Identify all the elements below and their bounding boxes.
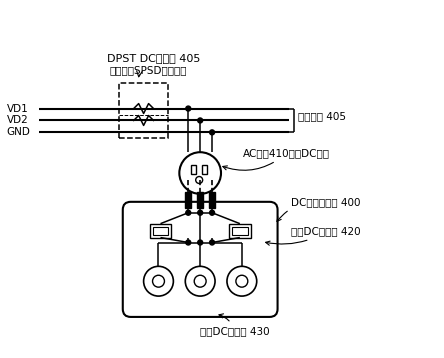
Bar bbox=[150, 224, 171, 238]
Circle shape bbox=[210, 130, 214, 135]
Bar bbox=[209, 192, 215, 208]
Text: 第一DC连接器 420: 第一DC连接器 420 bbox=[266, 227, 361, 245]
Bar bbox=[185, 192, 191, 208]
Text: VD2: VD2 bbox=[7, 116, 28, 125]
Bar bbox=[202, 165, 206, 174]
Text: VD1: VD1 bbox=[7, 103, 28, 113]
Circle shape bbox=[198, 240, 202, 245]
Circle shape bbox=[186, 106, 191, 111]
Bar bbox=[119, 83, 168, 138]
Text: GND: GND bbox=[7, 127, 31, 137]
Circle shape bbox=[210, 210, 214, 215]
Circle shape bbox=[198, 118, 202, 123]
Bar bbox=[229, 224, 251, 238]
Circle shape bbox=[186, 210, 191, 215]
Bar bbox=[197, 192, 203, 208]
Text: 配电电路 405: 配电电路 405 bbox=[298, 111, 346, 121]
Circle shape bbox=[198, 210, 202, 215]
Text: DPST DC断路器 405: DPST DC断路器 405 bbox=[107, 53, 200, 63]
Text: DC电力附接件 400: DC电力附接件 400 bbox=[277, 197, 361, 221]
Bar bbox=[232, 227, 248, 234]
Bar bbox=[153, 227, 168, 234]
Text: （或两个SPSD断路器）: （或两个SPSD断路器） bbox=[110, 65, 187, 75]
Text: AC插座410，双DC电力: AC插座410，双DC电力 bbox=[223, 148, 330, 170]
Circle shape bbox=[186, 240, 191, 245]
Circle shape bbox=[210, 240, 214, 245]
Text: 第二DC连接器 430: 第二DC连接器 430 bbox=[200, 314, 270, 336]
Bar bbox=[191, 165, 196, 174]
